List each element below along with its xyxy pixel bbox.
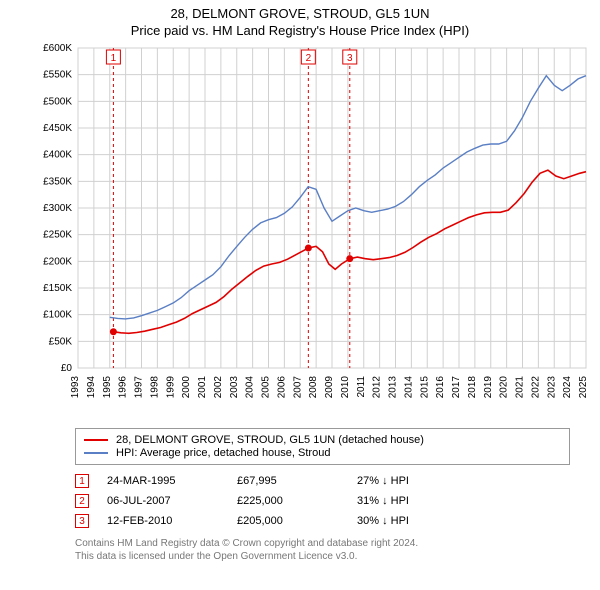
- legend-label: 28, DELMONT GROVE, STROUD, GL5 1UN (deta…: [116, 434, 424, 446]
- transaction-hpi: 31% ↓ HPI: [357, 495, 457, 507]
- transaction-row: 2 06-JUL-2007£225,00031% ↓ HPI: [75, 491, 570, 511]
- svg-text:£100K: £100K: [43, 310, 72, 321]
- svg-text:1994: 1994: [86, 376, 97, 399]
- svg-text:£400K: £400K: [43, 150, 72, 161]
- transaction-row: 3 12-FEB-2010£205,00030% ↓ HPI: [75, 511, 570, 531]
- title-main: 28, DELMONT GROVE, STROUD, GL5 1UN: [0, 6, 600, 21]
- svg-text:£350K: £350K: [43, 176, 72, 187]
- svg-text:1997: 1997: [134, 376, 145, 399]
- footnote-line2: This data is licensed under the Open Gov…: [75, 550, 570, 563]
- svg-text:2007: 2007: [292, 376, 303, 399]
- legend-box: 28, DELMONT GROVE, STROUD, GL5 1UN (deta…: [75, 428, 570, 465]
- svg-text:2024: 2024: [562, 376, 573, 399]
- svg-text:2019: 2019: [483, 376, 494, 399]
- svg-text:£50K: £50K: [49, 336, 73, 347]
- legend-item: HPI: Average price, detached house, Stro…: [84, 447, 561, 459]
- chart-container: 28, DELMONT GROVE, STROUD, GL5 1UN Price…: [0, 0, 600, 590]
- transaction-marker: 1: [75, 474, 89, 488]
- chart-svg: £0 £50K £100K £150K £200K £250K £300K £350K £400…: [30, 40, 600, 420]
- legend-swatch: [84, 439, 108, 441]
- svg-text:2018: 2018: [467, 376, 478, 399]
- svg-text:2021: 2021: [515, 376, 526, 399]
- svg-text:£200K: £200K: [43, 256, 72, 267]
- svg-text:£550K: £550K: [43, 70, 72, 81]
- svg-text:1996: 1996: [118, 376, 129, 399]
- svg-text:£250K: £250K: [43, 230, 72, 241]
- svg-text:2010: 2010: [340, 376, 351, 399]
- svg-text:1998: 1998: [149, 376, 160, 399]
- svg-text:£0: £0: [61, 363, 73, 374]
- svg-text:2002: 2002: [213, 376, 224, 399]
- svg-text:2003: 2003: [229, 376, 240, 399]
- transaction-date: 06-JUL-2007: [107, 495, 237, 507]
- svg-text:2: 2: [306, 53, 312, 64]
- transaction-marker: 2: [75, 494, 89, 508]
- svg-text:2022: 2022: [530, 376, 541, 399]
- title-block: 28, DELMONT GROVE, STROUD, GL5 1UN Price…: [0, 0, 600, 40]
- transaction-row: 1 24-MAR-1995£67,99527% ↓ HPI: [75, 471, 570, 491]
- svg-text:1993: 1993: [70, 376, 81, 399]
- svg-text:2020: 2020: [499, 376, 510, 399]
- transaction-hpi: 27% ↓ HPI: [357, 475, 457, 487]
- transaction-hpi: 30% ↓ HPI: [357, 515, 457, 527]
- svg-text:2016: 2016: [435, 376, 446, 399]
- svg-text:2008: 2008: [308, 376, 319, 399]
- svg-text:3: 3: [347, 53, 353, 64]
- transaction-price: £225,000: [237, 495, 357, 507]
- legend-item: 28, DELMONT GROVE, STROUD, GL5 1UN (deta…: [84, 434, 561, 446]
- transaction-date: 12-FEB-2010: [107, 515, 237, 527]
- svg-text:1: 1: [111, 53, 117, 64]
- svg-text:£150K: £150K: [43, 283, 72, 294]
- chart-area: £0 £50K £100K £150K £200K £250K £300K £350K £400…: [30, 40, 600, 420]
- svg-text:2004: 2004: [245, 376, 256, 399]
- transaction-marker: 3: [75, 514, 89, 528]
- svg-text:1995: 1995: [102, 376, 113, 399]
- transactions-table: 1 24-MAR-1995£67,99527% ↓ HPI 2 06-JUL-2007…: [75, 471, 570, 531]
- legend-swatch: [84, 452, 108, 454]
- svg-text:2017: 2017: [451, 376, 462, 399]
- footnote-line1: Contains HM Land Registry data © Crown c…: [75, 537, 570, 550]
- svg-text:2011: 2011: [356, 376, 367, 398]
- svg-text:2013: 2013: [388, 376, 399, 399]
- svg-text:2000: 2000: [181, 376, 192, 399]
- svg-text:2009: 2009: [324, 376, 335, 399]
- svg-text:2015: 2015: [419, 376, 430, 399]
- footnote: Contains HM Land Registry data © Crown c…: [75, 537, 570, 563]
- svg-text:2001: 2001: [197, 376, 208, 399]
- title-sub: Price paid vs. HM Land Registry's House …: [0, 23, 600, 38]
- svg-text:£450K: £450K: [43, 123, 72, 134]
- transaction-date: 24-MAR-1995: [107, 475, 237, 487]
- svg-text:£600K: £600K: [43, 43, 72, 54]
- svg-text:1999: 1999: [165, 376, 176, 399]
- svg-text:2025: 2025: [578, 376, 589, 399]
- transaction-price: £205,000: [237, 515, 357, 527]
- legend-label: HPI: Average price, detached house, Stro…: [116, 447, 330, 459]
- svg-text:£500K: £500K: [43, 96, 72, 107]
- transaction-price: £67,995: [237, 475, 357, 487]
- svg-text:£300K: £300K: [43, 203, 72, 214]
- svg-text:2023: 2023: [546, 376, 557, 399]
- svg-text:2012: 2012: [372, 376, 383, 399]
- svg-text:2006: 2006: [276, 376, 287, 399]
- svg-text:2005: 2005: [261, 376, 272, 399]
- svg-text:2014: 2014: [403, 376, 414, 399]
